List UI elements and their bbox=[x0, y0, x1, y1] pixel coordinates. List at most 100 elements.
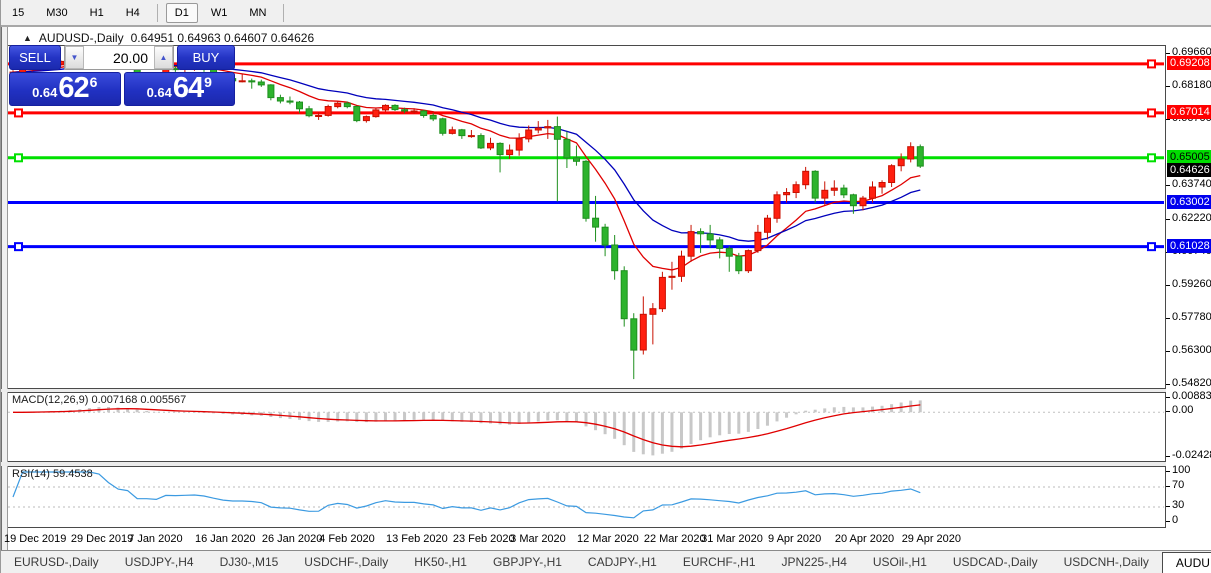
price-tick: 0.59260 bbox=[1172, 278, 1211, 291]
bid-prefix: 0.64 bbox=[32, 85, 58, 100]
timeframe-button-m30[interactable]: M30 bbox=[46, 6, 68, 19]
buy-button[interactable]: BUY bbox=[177, 45, 235, 70]
volume-decrease-button[interactable]: ▼ bbox=[65, 46, 84, 69]
axis-tick-mark bbox=[1166, 397, 1170, 398]
timeframe-button-mn[interactable]: MN bbox=[249, 6, 267, 19]
date-tick: 12 Mar 2020 bbox=[577, 533, 639, 545]
date-tick: 29 Apr 2020 bbox=[901, 533, 962, 545]
date-tick: 7 Jan 2020 bbox=[128, 533, 183, 545]
timeframe-toolbar: 15 M30 H1 H4 D1 W1 MN bbox=[1, 0, 1211, 27]
symbol-tab-jpn225h4[interactable]: JPN225-,H4 bbox=[781, 555, 847, 569]
symbol-tab-dj30m15[interactable]: DJ30-,M15 bbox=[219, 555, 279, 569]
axis-tick-mark bbox=[1166, 118, 1170, 120]
level-price-label: 0.63002 bbox=[1167, 194, 1211, 209]
chart-title: ▲ AUDUSD-,Daily 0.64951 0.64963 0.64607 … bbox=[23, 31, 314, 45]
level-price-label: 0.69208 bbox=[1167, 55, 1211, 70]
symbol-tab-hk50h1[interactable]: HK50-,H1 bbox=[414, 555, 467, 569]
toolbar-separator bbox=[283, 3, 285, 22]
ask-pip-digit: 9 bbox=[204, 74, 212, 90]
price-tick: 0.62220 bbox=[1172, 212, 1211, 225]
window-left-border bbox=[1, 27, 8, 573]
volume-increase-button[interactable]: ▲ bbox=[154, 46, 173, 69]
date-tick: 20 Apr 2020 bbox=[834, 533, 895, 545]
ask-price-button[interactable]: 0.64 64 9 bbox=[123, 72, 235, 106]
symbol-tab-eurusddaily[interactable]: EURUSD-,Daily bbox=[14, 555, 99, 569]
symbol-tab-usdcaddaily[interactable]: USDCAD-,Daily bbox=[952, 555, 1038, 569]
level-price-label: 0.65005 bbox=[1167, 149, 1211, 164]
rsi-tick: 30 bbox=[1172, 499, 1185, 511]
main-chart-svg[interactable] bbox=[8, 46, 1164, 388]
price-tick: 0.63740 bbox=[1172, 178, 1211, 191]
arrow-down-icon: ▼ bbox=[70, 53, 79, 62]
axis-tick-mark bbox=[1166, 471, 1170, 472]
price-tick: 0.68180 bbox=[1172, 78, 1211, 91]
rsi-indicator-label: RSI(14) 59.4538 bbox=[12, 468, 93, 480]
symbol-tab-usdchfdaily[interactable]: USDCHF-,Daily bbox=[304, 555, 389, 569]
ask-prefix: 0.64 bbox=[146, 85, 172, 100]
axis-tick-mark bbox=[1166, 219, 1170, 221]
price-tick: 0.54820 bbox=[1172, 377, 1211, 390]
axis-tick-mark bbox=[1166, 185, 1170, 187]
symbol-tab-bar: EURUSD-,Daily USDJPY-,H4 DJ30-,M15 USDCHF-,… bbox=[1, 550, 1211, 573]
toolbar-separator bbox=[156, 3, 158, 22]
macd-panel[interactable] bbox=[8, 392, 1166, 462]
axis-tick-mark bbox=[1166, 506, 1170, 507]
date-tick: 4 Feb 2020 bbox=[319, 533, 375, 545]
sell-button[interactable]: SELL bbox=[9, 45, 61, 70]
arrow-up-icon: ▲ bbox=[159, 53, 168, 62]
bid-pip-digit: 6 bbox=[89, 74, 98, 90]
macd-tick: 0.00 bbox=[1172, 404, 1194, 417]
date-tick: 22 Mar 2020 bbox=[643, 533, 706, 545]
symbol-tab-usdjpyh4[interactable]: USDJPY-,H4 bbox=[124, 555, 194, 569]
price-tick: 0.69660 bbox=[1172, 45, 1211, 58]
axis-tick-mark bbox=[1166, 318, 1170, 320]
axis-tick-mark bbox=[1166, 384, 1170, 386]
symbol-tab-usoilh1[interactable]: USOil-,H1 bbox=[872, 555, 927, 569]
macd-indicator-label: MACD(12,26,9) 0.007168 0.005567 bbox=[12, 394, 187, 406]
timeframe-button-h4[interactable]: H4 bbox=[125, 6, 140, 19]
rsi-svg[interactable] bbox=[8, 467, 1164, 527]
date-tick: 31 Mar 2020 bbox=[701, 533, 763, 545]
axis-tick-mark bbox=[1166, 351, 1170, 353]
axis-tick-mark bbox=[1166, 411, 1170, 413]
rsi-panel[interactable] bbox=[8, 466, 1166, 528]
axis-tick-mark bbox=[1166, 285, 1170, 287]
macd-tick: -0.024281 bbox=[1172, 448, 1211, 461]
timeframe-button-15[interactable]: 15 bbox=[12, 6, 25, 19]
bid-price-button[interactable]: 0.64 62 6 bbox=[9, 72, 121, 106]
date-tick: 3 Mar 2020 bbox=[510, 533, 566, 545]
symbol-tab-cadjpyh1[interactable]: CADJPY-,H1 bbox=[587, 555, 657, 569]
symbol-tab-gbpjpyh1[interactable]: GBPJPY-,H1 bbox=[492, 555, 562, 569]
symbol-tab-audu[interactable]: AUDU bbox=[1161, 552, 1211, 573]
axis-tick-mark bbox=[1166, 52, 1170, 54]
date-tick: 23 Feb 2020 bbox=[452, 533, 515, 545]
rsi-tick: 100 bbox=[1172, 464, 1191, 476]
price-tick: 0.56300 bbox=[1172, 344, 1211, 357]
timeframe-button-d1[interactable]: D1 bbox=[165, 2, 198, 23]
one-click-trade-panel: SELL ▼ ▲ BUY 0.64 62 6 0.64 bbox=[9, 45, 235, 106]
symbol-tab-eurchfh1[interactable]: EURCHF-,H1 bbox=[682, 555, 756, 569]
timeframe-button-h1[interactable]: H1 bbox=[89, 6, 104, 19]
axis-tick-mark bbox=[1166, 455, 1170, 457]
panel-splitter[interactable] bbox=[1, 462, 1211, 466]
volume-input[interactable] bbox=[84, 46, 154, 69]
date-tick: 16 Jan 2020 bbox=[195, 533, 256, 545]
panel-splitter[interactable] bbox=[1, 389, 1211, 392]
triangle-up-icon: ▲ bbox=[23, 33, 32, 43]
axis-tick-mark bbox=[1166, 486, 1170, 487]
axis-tick-mark bbox=[1166, 85, 1170, 87]
macd-svg[interactable] bbox=[8, 393, 1164, 461]
ask-big-digits: 64 bbox=[172, 72, 204, 104]
date-tick: 19 Dec 2019 bbox=[4, 533, 67, 545]
price-tick: 0.57780 bbox=[1172, 311, 1211, 324]
date-tick: 29 Dec 2019 bbox=[70, 533, 134, 545]
rsi-tick: 0 bbox=[1172, 514, 1179, 526]
sell-button-label: SELL bbox=[19, 50, 51, 65]
chart-symbol-label: AUDUSD-,Daily bbox=[38, 31, 124, 45]
date-tick: 9 Apr 2020 bbox=[768, 533, 822, 545]
volume-spinner: ▼ ▲ bbox=[64, 45, 174, 70]
bid-big-digits: 62 bbox=[58, 72, 89, 104]
timeframe-button-w1[interactable]: W1 bbox=[210, 6, 228, 19]
symbol-tab-usdcnhdaily[interactable]: USDCNH-,Daily bbox=[1063, 555, 1149, 569]
chart-ohlc-values: 0.64951 0.64963 0.64607 0.64626 bbox=[130, 31, 315, 45]
